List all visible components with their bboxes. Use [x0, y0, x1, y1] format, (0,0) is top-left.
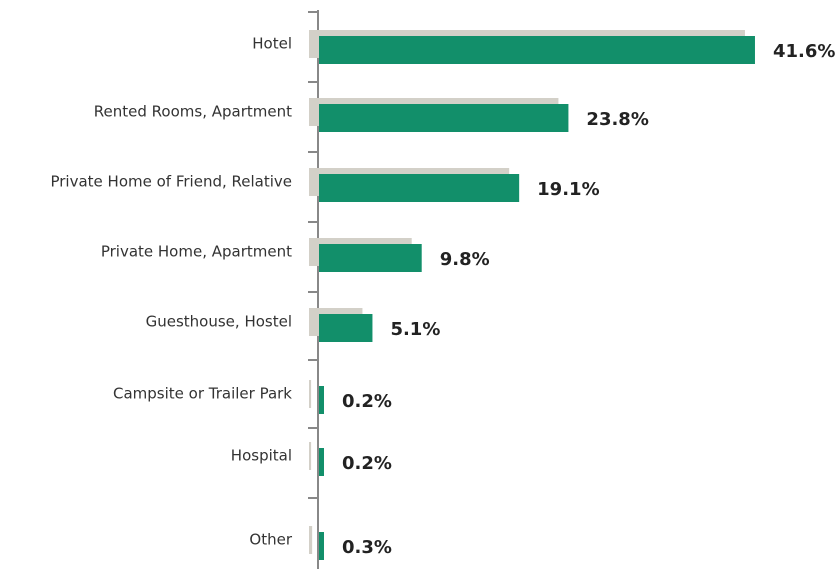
bar-shadow — [309, 380, 312, 408]
y-tick-label: Other — [249, 531, 292, 549]
data-label: 0.3% — [342, 537, 392, 558]
bar — [319, 244, 422, 272]
y-tick-label: Guesthouse, Hostel — [146, 313, 292, 331]
bar — [319, 174, 520, 202]
data-label: 9.8% — [440, 249, 490, 270]
y-tick-label: Private Home, Apartment — [101, 243, 292, 261]
bar — [319, 104, 569, 132]
bar — [319, 448, 324, 476]
bar-shadow — [309, 442, 312, 470]
bar — [319, 36, 755, 64]
y-tick-label: Private Home of Friend, Relative — [50, 173, 292, 191]
data-label: 23.8% — [586, 109, 648, 130]
data-label: 0.2% — [342, 391, 392, 412]
data-label: 19.1% — [537, 179, 599, 200]
bar — [319, 386, 324, 414]
data-label: 41.6% — [773, 41, 835, 62]
bar — [319, 314, 373, 342]
data-label: 5.1% — [390, 319, 440, 340]
y-tick-label: Hospital — [231, 447, 292, 465]
y-tick-label: Hotel — [252, 35, 292, 53]
y-tick-label: Campsite or Trailer Park — [113, 385, 292, 403]
axis — [308, 10, 319, 569]
y-tick-label: Rented Rooms, Apartment — [94, 103, 292, 121]
data-label: 0.2% — [342, 453, 392, 474]
bar — [319, 532, 324, 560]
bar-shadow — [309, 526, 313, 554]
